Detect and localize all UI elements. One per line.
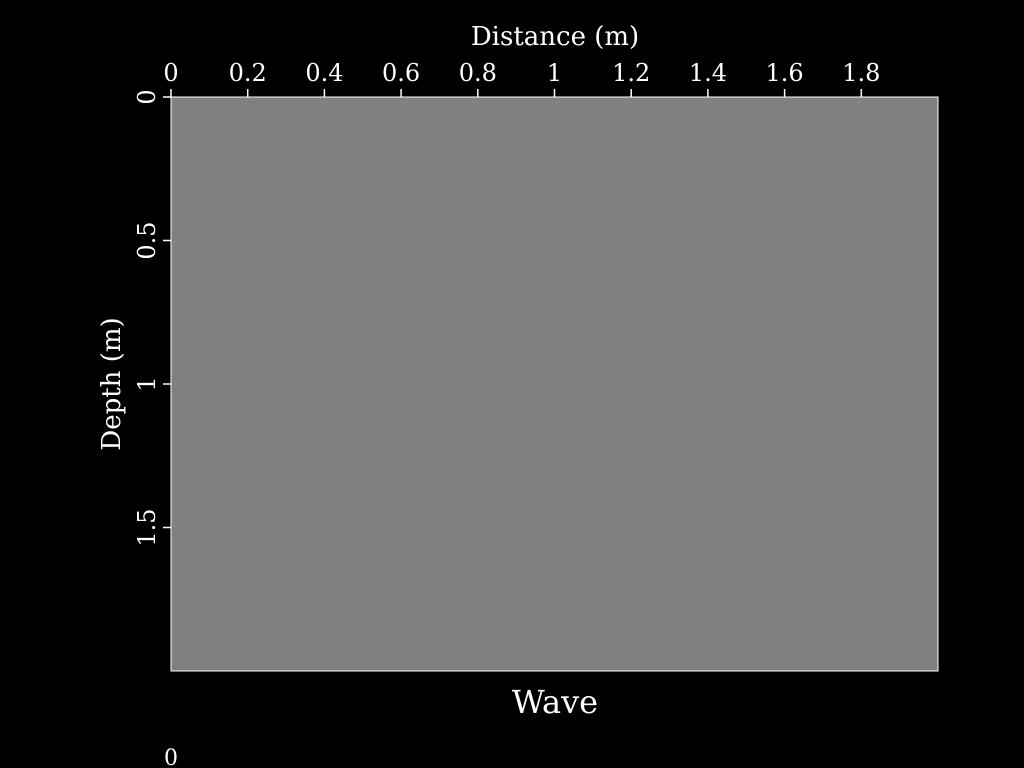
- y-tick-label: 0: [133, 89, 161, 104]
- x-tick-label: 0: [163, 59, 178, 87]
- y-tick-label: 0.5: [133, 221, 161, 259]
- x-tick-label: 1.4: [689, 59, 727, 87]
- x-tick-label: 0.8: [459, 59, 497, 87]
- x-tick-label: 0.6: [382, 59, 420, 87]
- y-tick-label: 1.5: [133, 508, 161, 546]
- chart-title: Wave: [512, 683, 598, 721]
- frame-label: 0: [164, 746, 178, 768]
- y-tick-label: 1: [133, 376, 161, 391]
- x-tick-label: 1.8: [842, 59, 880, 87]
- x-tick-label: 1: [547, 59, 562, 87]
- x-axis-ticks: 0 0.2 0.4 0.6 0.8 1 1.2 1.4 1.6 1.8: [163, 59, 880, 97]
- x-tick-label: 0.4: [305, 59, 343, 87]
- x-tick-label: 1.2: [612, 59, 650, 87]
- x-tick-label: 1.6: [766, 59, 804, 87]
- plot-area: [170, 96, 939, 672]
- x-axis-label: Distance (m): [471, 22, 639, 52]
- x-tick-label: 0.2: [229, 59, 267, 87]
- y-axis-label: Depth (m): [97, 317, 127, 450]
- y-axis-ticks: 0 0.5 1 1.5: [133, 89, 171, 547]
